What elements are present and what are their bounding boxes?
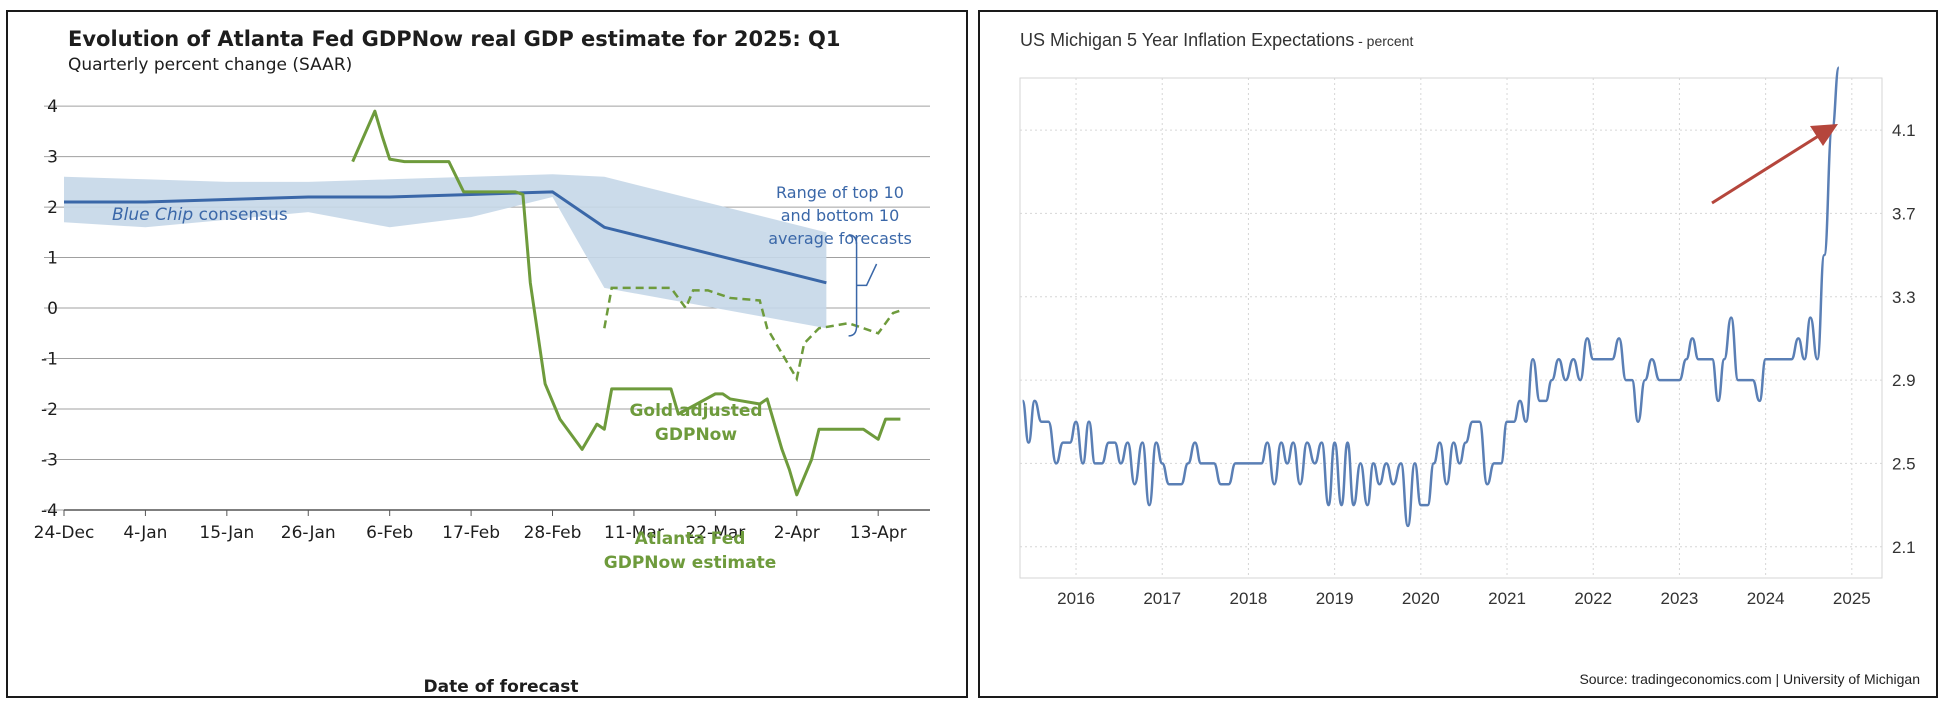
svg-text:Range of top 10: Range of top 10 (776, 183, 904, 202)
blue-chip-label: Blue Chip consensus (112, 205, 288, 225)
svg-text:GDPNow: GDPNow (655, 425, 737, 445)
x-tick-labels: 24-Dec 4-Jan 15-Jan 26-Jan 6-Feb 17-Feb 28-Feb… (34, 510, 907, 543)
x-tick-labels: 2016 2017 2018 2019 2020 2021 2022 2023 2024 2025 (1057, 589, 1871, 608)
x-tick-label: 6-Feb (366, 523, 413, 543)
chart-title: US Michigan 5 Year Inflation Expectation… (1020, 30, 1413, 50)
gold-adjusted-label: Gold adjusted GDPNow (629, 401, 762, 445)
y-tick-label: 2.5 (1892, 454, 1916, 473)
x-axis-label: Date of forecast (424, 677, 579, 696)
trend-arrow-icon (1711, 124, 1838, 205)
y-tick-labels: -4 -3 -2 -1 0 1 2 3 4 (41, 97, 58, 521)
x-tick-label: 26-Jan (281, 523, 336, 543)
x-tick-label: 11-Mar (604, 523, 664, 543)
atlanta-fed-gdpnow-line (351, 109, 901, 497)
x-tick-label: 2017 (1143, 589, 1181, 608)
x-tick-label: 15-Jan (199, 523, 254, 543)
y-tick-label: 2 (47, 198, 58, 218)
y-tick-label: 2.1 (1892, 538, 1916, 557)
y-tick-labels: 2.1 2.5 2.9 3.3 3.7 4.1 (1892, 121, 1916, 557)
x-tick-label: 2023 (1661, 589, 1699, 608)
forecast-range-band (64, 174, 827, 329)
x-tick-label: 4-Jan (123, 523, 167, 543)
x-tick-label: 24-Dec (34, 523, 95, 543)
x-tick-label: 2025 (1833, 589, 1871, 608)
range-bracket (848, 234, 878, 337)
gdpnow-chart-panel: Evolution of Atlanta Fed GDPNow real GDP… (6, 10, 968, 698)
y-tick-label: 4 (47, 97, 58, 117)
gold-adjusted-gdpnow-line (603, 286, 901, 383)
y-tick-label: -1 (41, 350, 58, 370)
chart-subtitle: Quarterly percent change (SAAR) (68, 55, 352, 75)
plot-border (1019, 77, 1883, 579)
y-tick-label: 3 (47, 148, 58, 168)
x-tick-label: 2018 (1230, 589, 1268, 608)
x-tick-label: 13-Apr (850, 523, 907, 543)
y-tick-label: 0 (47, 299, 58, 319)
y-tick-label: -2 (41, 400, 58, 420)
x-tick-label: 17-Feb (442, 523, 500, 543)
svg-text:average forecasts: average forecasts (768, 229, 912, 248)
y-tick-label: 4.1 (1892, 121, 1916, 140)
svg-text:and bottom 10: and bottom 10 (781, 206, 900, 225)
svg-text:GDPNow estimate: GDPNow estimate (604, 553, 777, 573)
y-tick-label: 3.7 (1892, 204, 1916, 223)
chart-title: Evolution of Atlanta Fed GDPNow real GDP… (68, 27, 841, 51)
x-tick-label: 2021 (1488, 589, 1526, 608)
x-tick-label: 2024 (1747, 589, 1785, 608)
x-tick-label: 2022 (1574, 589, 1612, 608)
svg-text:Gold adjusted: Gold adjusted (629, 401, 762, 421)
y-tick-label: -3 (41, 451, 58, 471)
x-tick-label: 2019 (1316, 589, 1354, 608)
gridlines (1020, 78, 1882, 578)
svg-text:Atlanta Fed: Atlanta Fed (635, 529, 746, 549)
range-label: Range of top 10 and bottom 10 average fo… (768, 183, 912, 248)
x-tick-label: 2016 (1057, 589, 1095, 608)
michigan-inflation-chart-panel: US Michigan 5 Year Inflation Expectation… (978, 10, 1938, 698)
y-tick-label: 1 (47, 249, 58, 269)
x-tick-label: 22-Mar (685, 523, 745, 543)
x-tick-label: 2020 (1402, 589, 1440, 608)
x-tick-label: 2-Apr (774, 523, 820, 543)
y-tick-label: 2.9 (1892, 371, 1916, 390)
gdpnow-chart: Evolution of Atlanta Fed GDPNow real GDP… (34, 27, 930, 696)
x-tick-label: 28-Feb (524, 523, 582, 543)
michigan-inflation-chart: US Michigan 5 Year Inflation Expectation… (1019, 30, 1920, 687)
y-tick-label: -4 (41, 501, 58, 521)
atlanta-fed-label: Atlanta Fed GDPNow estimate (604, 529, 777, 573)
y-tick-label: 3.3 (1892, 288, 1916, 307)
inflation-expectations-line (1021, 66, 1841, 528)
blue-chip-consensus-line (64, 190, 827, 285)
source-note: Source: tradingeconomics.com | Universit… (1579, 671, 1920, 687)
